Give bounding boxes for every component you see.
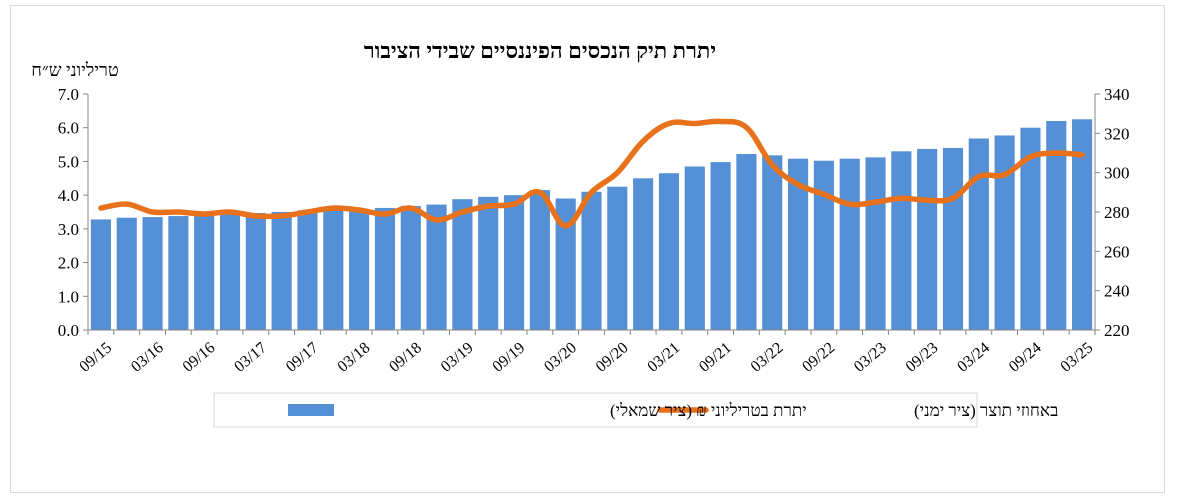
bar xyxy=(1046,120,1067,330)
x-tick-label: 03/21 xyxy=(644,339,683,375)
x-tick-label: 09/16 xyxy=(180,339,219,375)
x-tick-label: 09/20 xyxy=(593,339,632,375)
right-tick-label: 220 xyxy=(1104,321,1130,340)
left-tick-label: 5.0 xyxy=(58,152,79,171)
bar xyxy=(323,207,344,330)
left-tick-label: 7.0 xyxy=(58,85,79,104)
line-series xyxy=(98,118,1085,229)
bar xyxy=(452,199,473,330)
bar xyxy=(942,147,964,330)
bar xyxy=(710,162,731,330)
bar xyxy=(478,196,499,330)
bar xyxy=(813,160,834,330)
legend-line-label: באחוזי תוצר (ציר ימני) xyxy=(914,401,1058,420)
bar xyxy=(503,195,525,330)
bar xyxy=(891,151,912,330)
x-tick-label: 03/18 xyxy=(335,339,374,375)
x-tick-label: 09/21 xyxy=(696,339,735,375)
x-tick-label: 03/24 xyxy=(954,339,993,375)
bar xyxy=(658,173,680,330)
left-tick-label: 6.0 xyxy=(58,119,79,138)
right-tick-label: 340 xyxy=(1104,85,1130,104)
legend-bar-label: יתרת בטריליוני ₪ (ציר שמאלי) xyxy=(610,401,807,420)
left-axis-unit: טריליוני ש״ח xyxy=(31,60,119,80)
right-tick-label: 240 xyxy=(1104,282,1130,301)
x-tick-label: 03/16 xyxy=(128,339,167,375)
bar xyxy=(762,155,783,330)
right-tick-label: 300 xyxy=(1104,164,1130,183)
x-tick-label: 09/17 xyxy=(283,339,322,375)
x-tick-label: 09/23 xyxy=(903,339,942,375)
x-tick-label: 09/22 xyxy=(799,339,838,375)
bar xyxy=(400,205,421,330)
x-tick-label: 03/22 xyxy=(748,339,787,375)
left-tick-label: 0.0 xyxy=(58,321,79,340)
bar xyxy=(968,138,989,330)
right-tick-label: 320 xyxy=(1104,124,1130,143)
bar xyxy=(994,135,1015,330)
x-tick-label: 03/17 xyxy=(231,339,270,375)
x-tick-label: 09/19 xyxy=(489,339,528,375)
x-tick-label: 03/19 xyxy=(438,339,477,375)
bar xyxy=(607,186,628,330)
bar xyxy=(1020,127,1041,331)
bar xyxy=(116,217,137,330)
x-tick-label: 09/24 xyxy=(1006,339,1045,375)
legend-bar-swatch xyxy=(288,404,334,416)
left-tick-label: 3.0 xyxy=(58,220,79,239)
bar xyxy=(1072,119,1093,330)
left-tick-label: 4.0 xyxy=(58,186,79,205)
right-tick-label: 280 xyxy=(1104,203,1130,222)
bar xyxy=(194,214,215,330)
bar xyxy=(271,212,292,330)
bar xyxy=(426,204,447,330)
bar xyxy=(787,158,809,330)
bar xyxy=(142,217,163,330)
left-tick-label: 2.0 xyxy=(58,254,79,273)
bar xyxy=(684,166,705,330)
x-tick-label: 03/20 xyxy=(541,339,580,375)
bar xyxy=(736,154,757,330)
legend-box xyxy=(213,392,978,428)
bar xyxy=(349,209,370,330)
legend: באחוזי תוצר (ציר ימני) יתרת בטריליוני ₪ (… xyxy=(213,392,1058,428)
bar xyxy=(219,213,241,330)
bar xyxy=(374,207,396,330)
right-tick-label: 260 xyxy=(1104,242,1130,261)
bar xyxy=(168,216,189,330)
bar xyxy=(865,157,886,330)
x-tick-label: 09/18 xyxy=(386,339,425,375)
chart-title: יתרת תיק הנכסים הפיננסיים שבידי הציבור xyxy=(364,38,716,63)
line-series-group xyxy=(98,118,1085,229)
bar xyxy=(245,213,266,330)
bar xyxy=(839,158,860,330)
x-tick-label: 03/25 xyxy=(1058,339,1097,375)
bar xyxy=(529,190,550,330)
bar xyxy=(90,219,111,330)
bar-series xyxy=(90,119,1093,331)
x-tick-label: 03/23 xyxy=(851,339,890,375)
left-tick-label: 1.0 xyxy=(58,287,79,306)
bar xyxy=(917,148,938,330)
bar xyxy=(555,198,576,330)
x-tick-label: 09/15 xyxy=(76,339,115,375)
bar xyxy=(633,178,654,330)
bar xyxy=(581,191,602,330)
bar xyxy=(297,210,318,330)
